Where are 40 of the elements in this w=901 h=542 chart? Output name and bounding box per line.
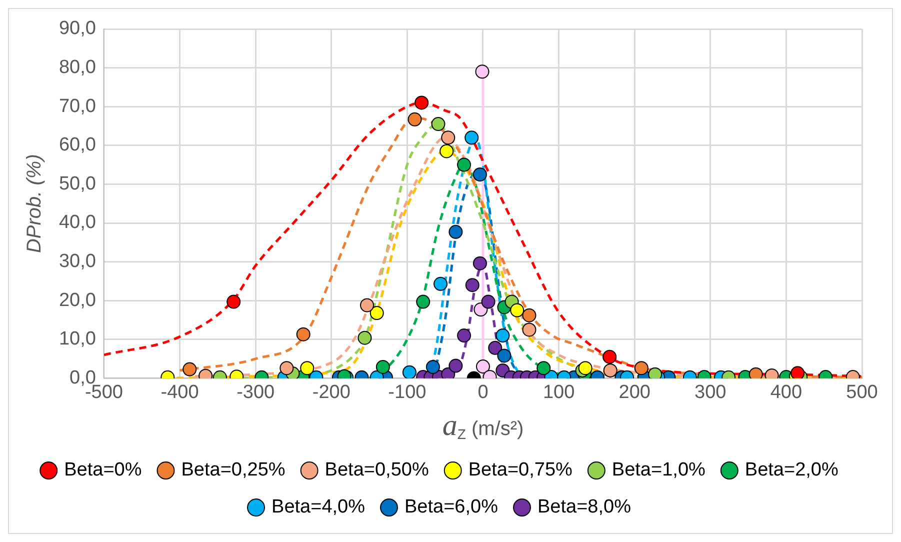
legend-label: Beta=0% (64, 460, 142, 481)
y-tick-label: 10,0 (58, 328, 96, 350)
point (457, 158, 472, 172)
y-axis-title: DProb. (%) (24, 154, 46, 254)
x-tick-label: -100 (388, 382, 426, 403)
legend-label: Beta=0,25% (181, 460, 286, 481)
legend-label: Beta=8,0% (537, 496, 632, 518)
point (441, 130, 456, 145)
legend-label: Beta=4,0% (272, 496, 366, 518)
point (448, 224, 463, 239)
point (440, 144, 454, 158)
x-tick-label: -400 (160, 382, 199, 403)
y-tick-label: 60,0 (58, 134, 96, 156)
legend-label: Beta=0,75% (468, 460, 573, 481)
point (472, 256, 487, 270)
point (464, 130, 479, 145)
point (414, 96, 429, 110)
point (431, 117, 446, 132)
legend-label: Beta=6,0% (404, 496, 498, 518)
x-tick-label: -300 (236, 382, 275, 403)
y-tick-label: 80,0 (58, 57, 96, 78)
y-tick-label: 30,0 (58, 251, 96, 272)
y-tick-label: 40,0 (58, 212, 96, 234)
point (408, 112, 422, 126)
y-tick-label: 70,0 (58, 96, 96, 117)
y-tick-label: 50,0 (58, 173, 96, 194)
x-tick-label: 500 (846, 382, 878, 403)
y-tick-label: 20,0 (58, 290, 96, 311)
x-tick-label: 100 (542, 382, 575, 403)
y-tick-label: 90,0 (58, 18, 96, 40)
point (472, 168, 487, 182)
x-tick-label: 400 (770, 382, 802, 403)
point (475, 64, 490, 79)
x-tick-label: 0 (478, 382, 488, 403)
legend-label: Beta=2,0% (744, 460, 838, 481)
x-tick-label: 200 (618, 382, 650, 403)
legend-label: Beta=1,0% (612, 460, 706, 481)
legend-label: Beta=0,50% (324, 460, 429, 481)
x-tick-label: 300 (694, 382, 726, 403)
x-tick-label: -200 (312, 382, 350, 403)
